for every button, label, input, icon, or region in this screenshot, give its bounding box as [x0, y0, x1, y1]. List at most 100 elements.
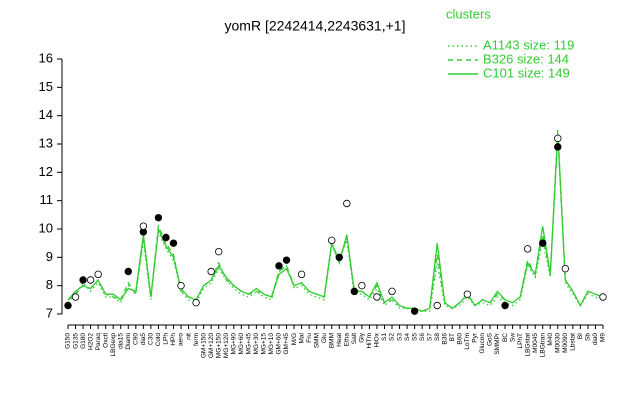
legend-label: C101 size: 149: [483, 65, 570, 80]
x-tick-label: Glu: [321, 333, 328, 344]
legend-title: clusters: [446, 6, 491, 21]
y-tick-label: 8: [46, 277, 53, 292]
x-tick-label: BI: [577, 333, 584, 339]
x-tick-label: LBGstat: [524, 333, 531, 357]
x-tick-label: B60: [457, 333, 464, 345]
y-tick-label: 7: [46, 305, 53, 320]
x-tick-label: BT: [449, 333, 456, 341]
x-tick-label: LBGexp: [110, 333, 117, 357]
data-point: [599, 293, 607, 301]
x-tick-label: MG+45: [246, 333, 253, 355]
y-tick-label: 12: [39, 164, 53, 179]
x-tick-label: Glucon: [479, 333, 486, 354]
x-tick-label: GM+45: [283, 333, 290, 355]
x-tick-label: GM+60: [276, 333, 283, 355]
data-point: [539, 239, 547, 247]
x-tick-label: dia0: [592, 333, 599, 346]
data-point: [554, 143, 562, 151]
x-tick-label: MG+60: [238, 333, 245, 355]
y-tick-label: 13: [39, 135, 53, 150]
x-tick-label: LBGtran: [539, 333, 546, 358]
x-tick-label: Sw: [509, 333, 516, 342]
y-tick-label: 11: [40, 192, 54, 207]
x-tick-label: GM+120: [208, 333, 215, 358]
x-tick-label: G150: [65, 333, 72, 349]
data-point: [79, 276, 87, 284]
data-point: [282, 256, 291, 264]
data-point: [343, 199, 351, 208]
x-tick-label: S1: [381, 333, 388, 341]
x-tick-label: G180: [80, 333, 87, 349]
x-tick-label: GM+150: [200, 333, 207, 358]
data-point: [433, 301, 441, 310]
x-tick-label: HiTm: [366, 333, 373, 349]
data-point: [154, 213, 163, 222]
x-tick-label: M0030: [555, 333, 562, 353]
x-tick-label: Fru: [306, 333, 313, 343]
x-tick-label: C90: [133, 333, 140, 345]
x-tick-label: B36: [441, 333, 448, 345]
x-tick-label: Heat: [336, 333, 343, 347]
x-tick-label: Oxctl: [102, 332, 109, 347]
y-tick-label: 9: [46, 249, 53, 264]
x-tick-label: Paraq: [95, 333, 102, 351]
x-tick-label: LPh: [163, 333, 170, 345]
chart-title: yomR [2242414,2243631,+1]: [225, 18, 406, 34]
x-tick-label: Gly: [359, 332, 366, 343]
x-tick-label: nit: [185, 333, 192, 340]
data-point: [169, 239, 178, 247]
legend-label: B326 size: 144: [483, 51, 569, 66]
data-point: [215, 247, 223, 256]
data-point: [523, 245, 532, 253]
data-point: [139, 222, 148, 230]
x-tick-label: M40: [547, 333, 554, 346]
data-point: [297, 270, 306, 279]
data-point: [192, 298, 200, 307]
legend-label: A1143 size: 119: [483, 37, 574, 52]
data-point: [94, 270, 102, 279]
x-tick-label: BC: [502, 333, 509, 342]
data-point: [358, 281, 366, 290]
x-tick-label: MG+10: [268, 333, 275, 355]
data-point: [373, 293, 381, 301]
x-tick-label: M0090: [562, 333, 569, 353]
data-point: [328, 236, 336, 245]
x-tick-label: dia5: [140, 333, 147, 346]
x-tick-label: HiOx: [374, 332, 381, 347]
x-tick-label: HPh: [170, 333, 177, 346]
x-tick-label: Sb: [585, 333, 592, 341]
data-point: [501, 301, 509, 310]
x-tick-label: M9: [600, 333, 607, 342]
y-tick-label: 16: [39, 50, 53, 65]
data-point: [86, 276, 95, 284]
data-point: [177, 281, 185, 290]
x-tick-label: MG+150: [215, 333, 222, 358]
x-tick-label: MG+90: [230, 333, 237, 355]
x-tick-label: G135: [72, 333, 79, 349]
x-tick-label: MG+120: [223, 333, 230, 358]
x-tick-label: Cold: [155, 333, 162, 347]
x-tick-label: S8: [434, 333, 441, 341]
x-tick-label: ferm: [193, 333, 200, 346]
x-tick-label: LoTm: [464, 333, 471, 350]
data-point: [561, 264, 570, 273]
x-tick-label: S4: [404, 333, 411, 341]
x-tick-label: Mal: [298, 332, 305, 343]
data-point: [64, 301, 72, 310]
data-point: [71, 293, 80, 301]
data-point: [554, 134, 562, 143]
x-tick-label: C30: [148, 333, 155, 345]
x-tick-label: Lbstat: [570, 333, 577, 351]
x-tick-label: Etha: [344, 333, 351, 347]
x-tick-label: Diami: [125, 333, 132, 350]
data-point: [410, 307, 419, 315]
y-tick-label: 14: [39, 107, 53, 122]
x-tick-label: dia15: [117, 333, 124, 349]
x-tick-label: Salt: [351, 333, 358, 344]
x-tick-label: MG+15: [261, 333, 268, 355]
x-tick-label: M0045: [532, 333, 539, 353]
x-tick-label: SMMPr: [494, 332, 501, 355]
x-tick-label: H2O2: [87, 333, 94, 350]
data-point: [162, 233, 170, 242]
